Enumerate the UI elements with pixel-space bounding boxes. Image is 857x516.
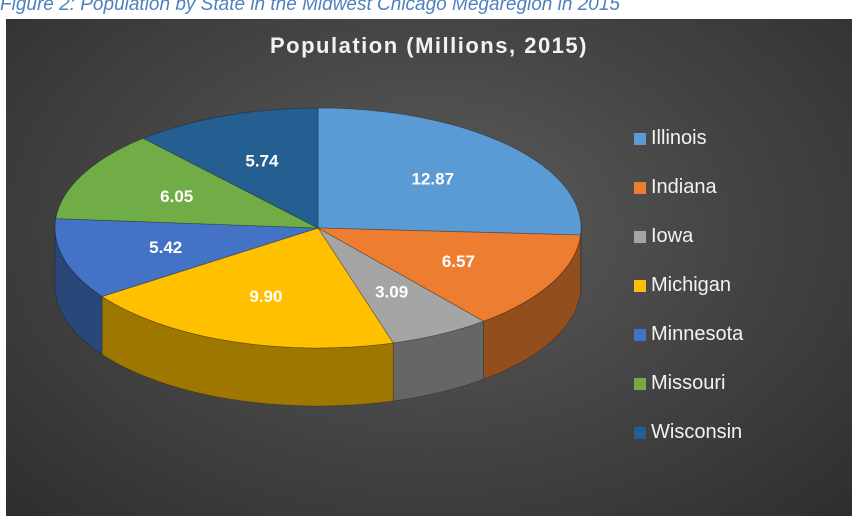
- pie-slice-indiana: [317, 227, 582, 322]
- legend-item-missouri: Missouri: [634, 359, 743, 408]
- legend-swatch: [634, 279, 646, 292]
- legend-label: Iowa: [651, 225, 694, 247]
- legend-label: Michigan: [651, 274, 732, 296]
- pie-slice-wisconsin: [142, 107, 319, 229]
- legend-swatch: [634, 132, 646, 145]
- legend-label: Indiana: [651, 176, 717, 198]
- legend-item-illinois: Illinois: [634, 114, 743, 163]
- legend-swatch: [634, 230, 646, 243]
- pie-slice-missouri: [55, 137, 319, 229]
- data-label-wisconsin: 5.74: [245, 152, 279, 171]
- pie-slice-minnesota: [54, 218, 319, 297]
- data-label-illinois: 12.87: [412, 170, 455, 189]
- chart-title: Population (Millions, 2015): [270, 33, 588, 58]
- pie-slice-iowa: [317, 227, 485, 344]
- data-label-iowa: 3.09: [375, 283, 408, 302]
- data-label-michigan: 9.90: [249, 287, 282, 306]
- legend-label: Missouri: [651, 372, 726, 394]
- data-label-missouri: 6.05: [160, 187, 193, 206]
- legend-item-minnesota: Minnesota: [634, 310, 743, 359]
- legend-swatch: [634, 181, 646, 194]
- legend: Illinois Indiana Iowa Michigan Minnesota…: [634, 114, 743, 457]
- chart-area: Population (Millions, 2015) 12.87 6.57 3.0…: [6, 19, 852, 516]
- legend-item-michigan: Michigan: [634, 261, 743, 310]
- legend-swatch: [634, 328, 646, 341]
- pie-slice-michigan: [101, 227, 394, 349]
- legend-swatch: [634, 426, 646, 439]
- legend-label: Illinois: [651, 127, 707, 149]
- data-label-minnesota: 5.42: [149, 238, 182, 257]
- legend-item-iowa: Iowa: [634, 212, 743, 261]
- pie-chart: 12.87 6.57 3.09 9.90 5.42 6.05 5.74: [54, 107, 582, 407]
- figure-caption: Figure 2: Population by State in the Mid…: [0, 0, 620, 15]
- legend-label: Wisconsin: [651, 421, 743, 443]
- legend-item-wisconsin: Wisconsin: [634, 408, 743, 457]
- legend-label: Minnesota: [651, 323, 744, 345]
- legend-item-indiana: Indiana: [634, 163, 743, 212]
- legend-swatch: [634, 377, 646, 390]
- data-label-indiana: 6.57: [442, 252, 475, 271]
- pie-slice-illinois: [317, 107, 582, 236]
